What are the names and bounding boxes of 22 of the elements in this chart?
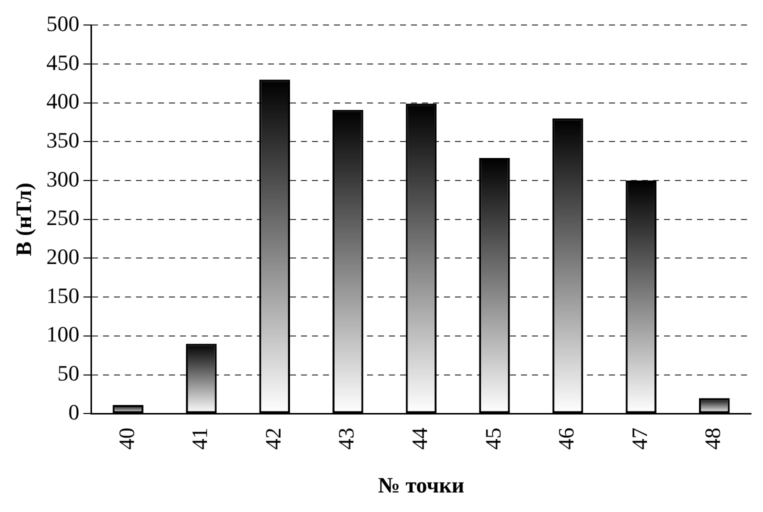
x-tick-label: 45 [480,428,506,450]
x-tick-label: 46 [554,428,579,450]
x-tick-label: 47 [626,428,652,450]
y-tick-label: 250 [46,205,80,230]
y-tick-label: 500 [46,10,80,36]
y-tick-label: 400 [46,88,80,114]
y-tick-label: 300 [46,166,80,192]
x-tick-label: 42 [260,428,286,450]
x-tick-label: 44 [406,428,432,450]
y-tick-label: 200 [46,244,80,270]
y-tick-label: 50 [57,360,80,386]
x-tick-label: 43 [334,428,359,450]
y-axis-title: B (нТл) [10,182,36,256]
x-tick-label: 41 [187,428,212,450]
y-tick-label: 100 [46,322,80,347]
y-tick-label: 450 [46,50,80,75]
y-tick-label: 0 [68,399,80,424]
x-axis-title: № точки [378,472,465,498]
x-tick-label: 48 [700,428,726,450]
x-tick-label: 40 [114,428,139,450]
y-tick-label: 150 [46,282,80,308]
y-tick-label: 350 [46,128,80,152]
